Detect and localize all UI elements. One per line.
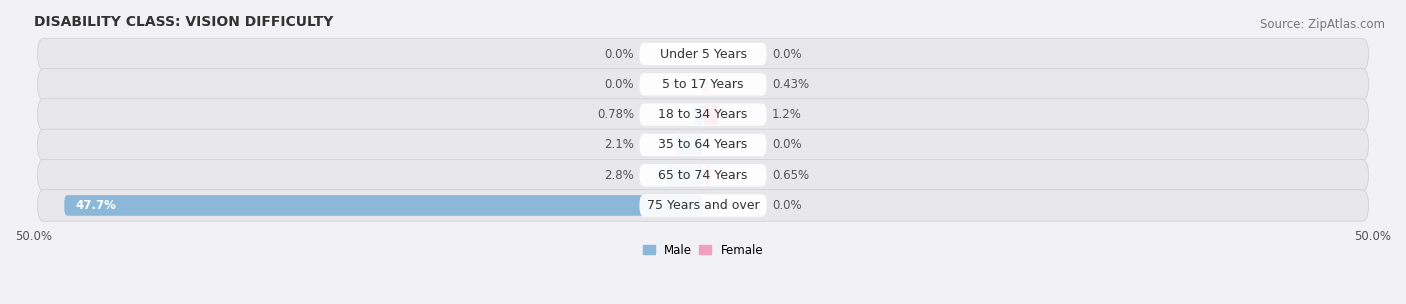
FancyBboxPatch shape (703, 104, 718, 125)
Text: 0.0%: 0.0% (772, 138, 801, 151)
Text: 1.2%: 1.2% (772, 108, 801, 121)
Text: 0.78%: 0.78% (598, 108, 634, 121)
Text: 5 to 17 Years: 5 to 17 Years (662, 78, 744, 91)
FancyBboxPatch shape (665, 165, 703, 185)
FancyBboxPatch shape (640, 43, 766, 65)
Text: DISABILITY CLASS: VISION DIFFICULTY: DISABILITY CLASS: VISION DIFFICULTY (34, 15, 333, 29)
Text: 0.65%: 0.65% (772, 169, 808, 182)
FancyBboxPatch shape (65, 195, 703, 216)
FancyBboxPatch shape (38, 38, 1368, 70)
Text: 75 Years and over: 75 Years and over (647, 199, 759, 212)
Text: 2.8%: 2.8% (605, 169, 634, 182)
FancyBboxPatch shape (38, 129, 1368, 161)
Text: 18 to 34 Years: 18 to 34 Years (658, 108, 748, 121)
FancyBboxPatch shape (675, 135, 703, 155)
Text: Under 5 Years: Under 5 Years (659, 47, 747, 60)
FancyBboxPatch shape (703, 74, 709, 95)
FancyBboxPatch shape (38, 69, 1368, 100)
FancyBboxPatch shape (640, 103, 766, 126)
FancyBboxPatch shape (640, 134, 766, 156)
FancyBboxPatch shape (703, 165, 711, 185)
Text: 0.0%: 0.0% (605, 47, 634, 60)
Legend: Male, Female: Male, Female (638, 239, 768, 261)
Text: 0.0%: 0.0% (772, 199, 801, 212)
Text: 47.7%: 47.7% (75, 199, 115, 212)
Text: 0.0%: 0.0% (772, 47, 801, 60)
Text: 0.43%: 0.43% (772, 78, 808, 91)
Text: 65 to 74 Years: 65 to 74 Years (658, 169, 748, 182)
Text: 0.0%: 0.0% (605, 78, 634, 91)
FancyBboxPatch shape (38, 159, 1368, 191)
Text: 2.1%: 2.1% (605, 138, 634, 151)
FancyBboxPatch shape (38, 99, 1368, 130)
Text: 35 to 64 Years: 35 to 64 Years (658, 138, 748, 151)
FancyBboxPatch shape (38, 190, 1368, 221)
FancyBboxPatch shape (640, 164, 766, 186)
FancyBboxPatch shape (640, 73, 766, 95)
FancyBboxPatch shape (640, 194, 766, 217)
FancyBboxPatch shape (693, 104, 703, 125)
Text: Source: ZipAtlas.com: Source: ZipAtlas.com (1260, 18, 1385, 31)
